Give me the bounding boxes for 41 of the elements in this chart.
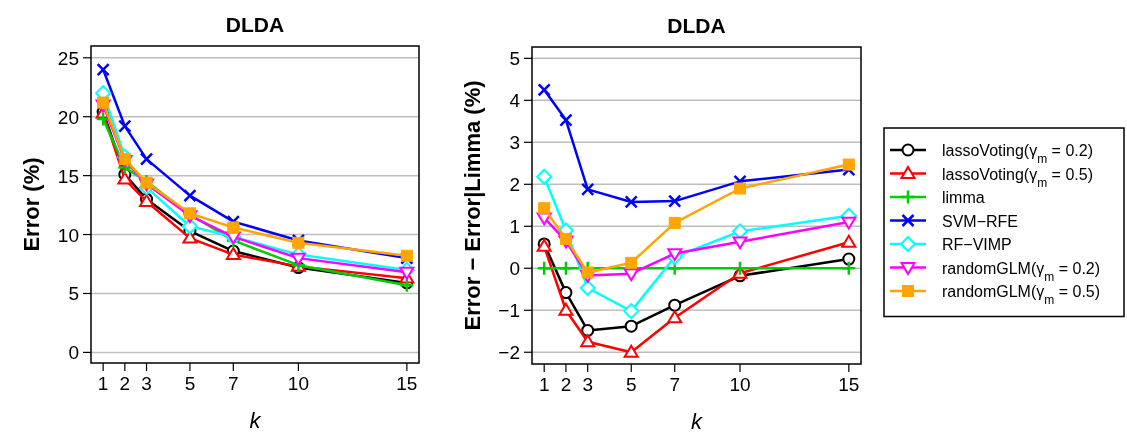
x-axis-title: k	[249, 408, 262, 433]
x-tick-label: 15	[838, 374, 860, 395]
x-tick-label: 5	[184, 373, 196, 394]
y-tick-label: 2	[509, 174, 520, 196]
legend-label: lassoVoting(γ$_{m}$ = 0.5)	[942, 165, 1093, 190]
y-tick-label: 5	[68, 283, 79, 305]
x-tick-label: 1	[538, 374, 550, 395]
x-axis-title: k	[691, 409, 703, 434]
y-tick-label: 10	[57, 224, 79, 246]
legend-label: randomGLM(γ$_{m}$ = 0.2)	[942, 259, 1101, 284]
x-tick-label: 1	[97, 373, 109, 394]
x-tick-label: 10	[729, 374, 751, 395]
y-tick-label: 4	[509, 90, 521, 112]
legend-label: RF−VIMP	[942, 236, 1012, 253]
x-tick-label: 15	[396, 373, 418, 394]
y-tick-label: 1	[509, 216, 520, 238]
x-tick-label: 7	[228, 373, 239, 394]
y-tick-label: 3	[509, 132, 520, 154]
legend-label: limma	[942, 189, 985, 206]
y-tick-label: 0	[68, 342, 79, 364]
y-tick-label: 25	[57, 47, 79, 69]
x-tick-label: 10	[287, 373, 309, 394]
x-tick-label: 3	[582, 374, 593, 395]
y-tick-label: 20	[57, 106, 79, 128]
y-tick-label: 5	[509, 48, 520, 70]
chart-title: DLDA	[225, 13, 285, 36]
legend-label: lassoVoting(γ$_{m}$ = 0.2)	[942, 142, 1093, 166]
legend-label: SVM−RFE	[942, 212, 1019, 230]
y-tick-label: 0	[509, 258, 520, 280]
y-tick-label: 15	[57, 165, 79, 187]
x-tick-label: 7	[669, 374, 681, 395]
chart-title: DLDA	[667, 14, 726, 37]
y-axis-title: Error − Error|Limma (%)	[460, 80, 485, 331]
x-tick-label: 5	[625, 374, 637, 395]
y-tick-label: −2	[498, 342, 520, 364]
y-axis-title: Error (%)	[19, 157, 44, 252]
x-tick-label: 3	[141, 373, 152, 394]
y-tick-label: −1	[498, 300, 520, 322]
x-tick-label: 2	[119, 373, 131, 394]
legend-label: randomGLM(γ$_{m}$ = 0.5)	[942, 283, 1101, 307]
x-tick-label: 2	[560, 374, 572, 395]
